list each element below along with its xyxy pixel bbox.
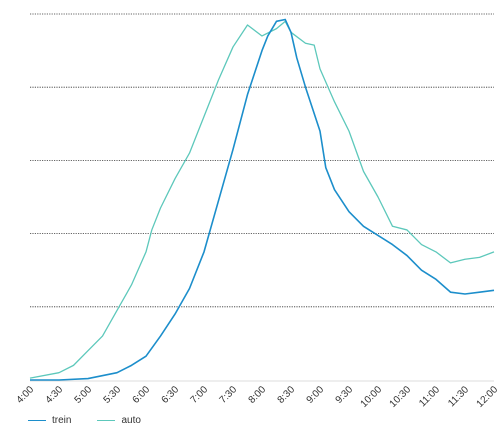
gridlines xyxy=(30,13,494,308)
legend-item-trein: trein xyxy=(28,415,71,426)
x-tick-label: 5:30 xyxy=(102,384,124,406)
x-tick-label: 6:00 xyxy=(131,384,153,406)
series-line-auto xyxy=(29,20,495,379)
x-tick-label: 4:30 xyxy=(44,384,66,406)
x-tick-label: 11:00 xyxy=(417,384,442,409)
x-axis-tick-labels: 4:00 4:30 5:00 5:30 6:00 6:30 7:00 7:30 8:00 8:30… xyxy=(15,384,498,410)
x-tick-label: 10:30 xyxy=(388,384,414,410)
x-tick-label: 7:00 xyxy=(189,384,211,406)
legend-label-trein: trein xyxy=(52,415,72,426)
series-line-trein xyxy=(30,18,495,381)
x-tick-label: 9:00 xyxy=(305,384,327,406)
legend: trein auto xyxy=(28,415,141,426)
series-lines xyxy=(29,18,495,381)
legend-label-auto: auto xyxy=(121,415,141,426)
legend-item-auto: auto xyxy=(97,415,141,426)
legend-swatch-trein xyxy=(28,420,46,421)
x-tick-label: 8:00 xyxy=(247,384,269,406)
x-tick-label: 4:00 xyxy=(15,384,37,406)
x-tick-label: 11:30 xyxy=(446,384,471,409)
legend-swatch-auto xyxy=(97,420,116,421)
x-tick-label: 8:30 xyxy=(276,384,298,406)
x-tick-label: 7:30 xyxy=(218,384,240,406)
x-tick-label: 6:30 xyxy=(160,384,182,406)
x-tick-label: 9:30 xyxy=(334,384,356,406)
x-tick-label: 5:00 xyxy=(73,384,95,406)
x-tick-label: 10:00 xyxy=(359,384,385,410)
x-tick-label: 12:00 xyxy=(475,384,498,410)
